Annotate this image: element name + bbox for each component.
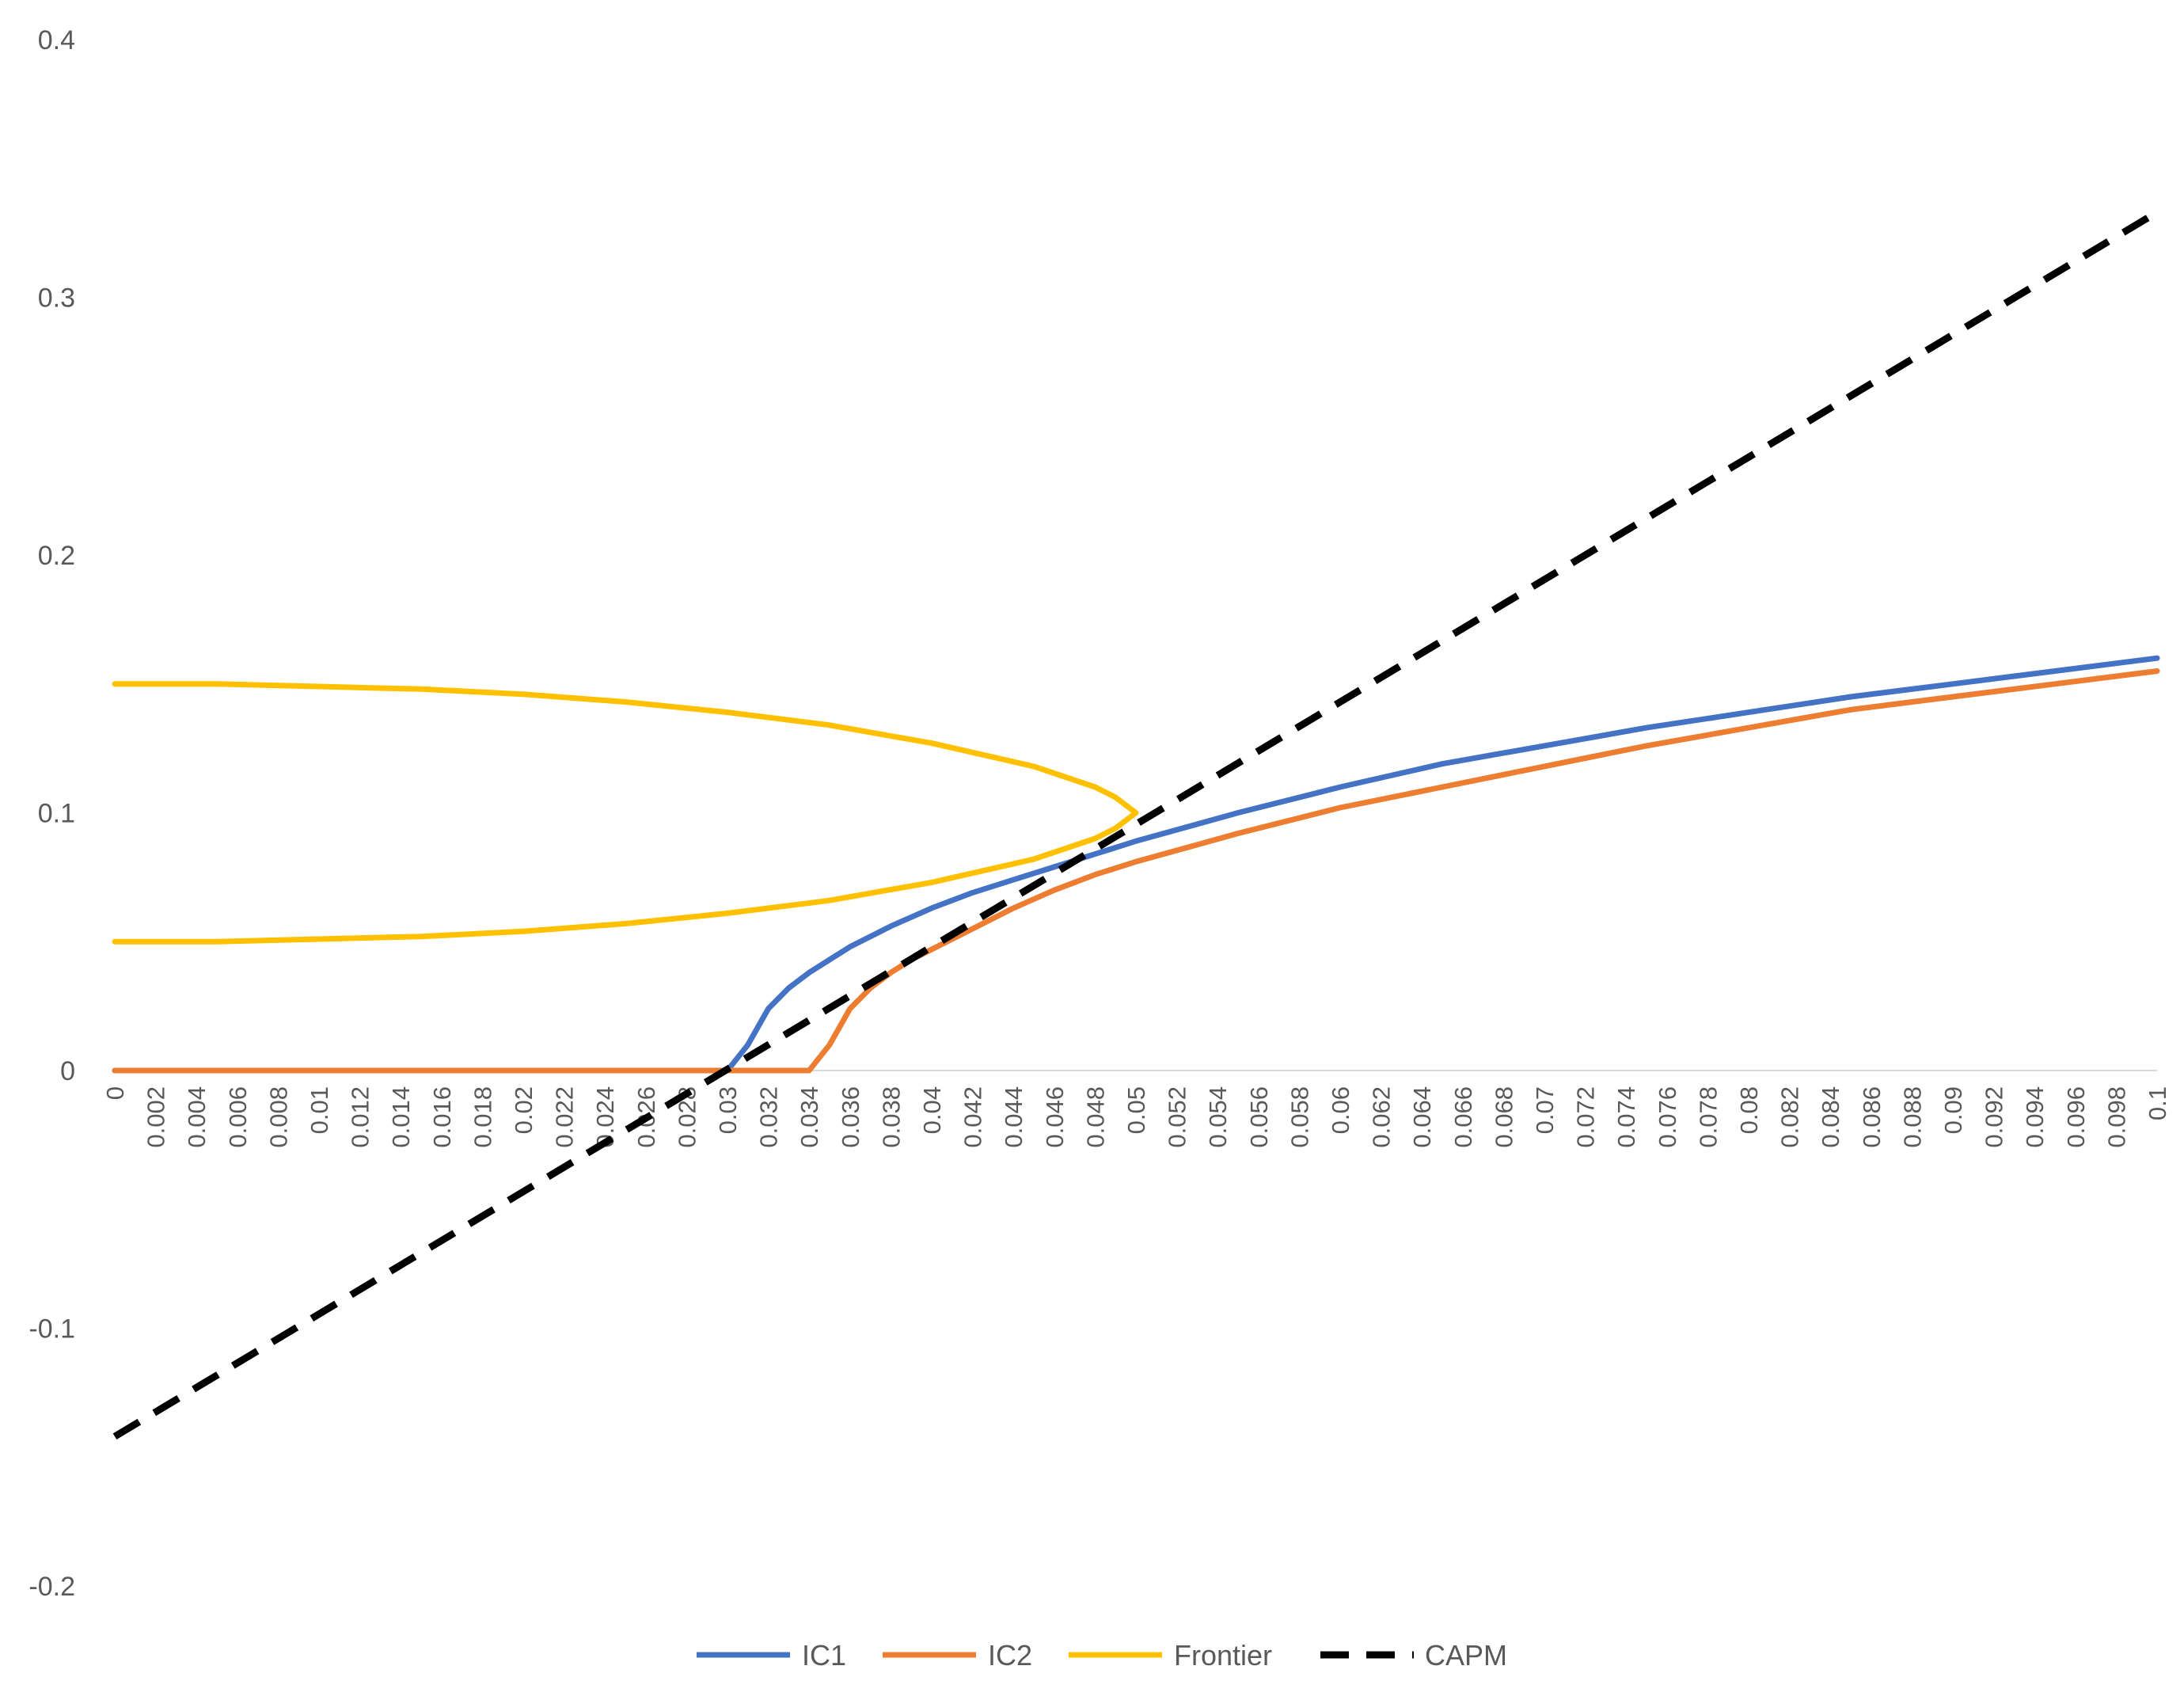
series-line-ic2: [112, 668, 2160, 1074]
x-tick-label: 0.024: [591, 1086, 619, 1148]
x-tick-label: 0.004: [183, 1086, 211, 1148]
x-tick-label: 0.066: [1449, 1086, 1477, 1148]
x-tick-label: 0.076: [1654, 1086, 1681, 1148]
x-tick-label: 0.048: [1081, 1086, 1109, 1148]
x-tick-label: 0.074: [1612, 1086, 1640, 1148]
x-tick-label: 0.012: [347, 1086, 374, 1148]
series-line-ic1: [112, 655, 2160, 1074]
x-tick-label: 0.032: [755, 1086, 783, 1148]
y-tick-label: -0.1: [28, 1314, 75, 1344]
x-tick-label: 0.008: [264, 1086, 292, 1148]
x-tick-label: 0.09: [1939, 1086, 1967, 1134]
plot-area: [112, 209, 2160, 1440]
x-tick-label: 0.064: [1408, 1086, 1436, 1148]
x-axis-tick-labels: 0 0.002 0.004 0.006 0.008 0.01 0.012 0.014 0.016…: [101, 1086, 2171, 1148]
x-tick-label: 0.02: [510, 1086, 537, 1134]
x-tick-label: 0.036: [837, 1086, 864, 1148]
x-tick-label: 0.04: [918, 1086, 946, 1134]
x-tick-label: 0.038: [877, 1086, 905, 1148]
x-tick-label: 0.07: [1531, 1086, 1559, 1134]
y-tick-label: 0.4: [38, 25, 75, 55]
x-tick-label: 0.068: [1490, 1086, 1517, 1148]
x-tick-label: 0.058: [1286, 1086, 1313, 1148]
x-tick-label: 0.034: [796, 1086, 823, 1148]
x-tick-label: 0.044: [1000, 1086, 1027, 1148]
x-tick-label: 0.046: [1041, 1086, 1069, 1148]
y-tick-label: 0.2: [38, 541, 75, 571]
x-tick-label: 0.08: [1735, 1086, 1763, 1134]
legend: IC1 IC2 Frontier CAPM: [697, 1639, 1507, 1671]
x-tick-label: 0.062: [1368, 1086, 1396, 1148]
x-tick-label: 0.03: [714, 1086, 742, 1134]
legend-label-capm: CAPM: [1425, 1639, 1507, 1671]
y-tick-label: 0: [60, 1056, 75, 1086]
x-tick-label: 0.078: [1694, 1086, 1722, 1148]
y-tick-label: -0.2: [28, 1572, 75, 1602]
x-tick-label: 0.092: [1981, 1086, 2008, 1148]
series-line-frontier: [112, 681, 1139, 945]
x-tick-label: 0.098: [2102, 1086, 2130, 1148]
x-tick-label: 0.01: [306, 1086, 333, 1134]
x-tick-label: 0.018: [469, 1086, 496, 1148]
legend-label-frontier: Frontier: [1174, 1639, 1272, 1671]
y-tick-label: 0.3: [38, 283, 75, 314]
x-tick-label: 0.05: [1122, 1086, 1150, 1134]
x-tick-label: 0.016: [428, 1086, 456, 1148]
x-tick-label: 0.088: [1898, 1086, 1926, 1148]
x-tick-label: 0.1: [2144, 1086, 2171, 1120]
x-tick-label: 0.054: [1204, 1086, 1232, 1148]
legend-label-ic2: IC2: [988, 1639, 1032, 1671]
x-tick-label: 0.052: [1164, 1086, 1191, 1148]
x-tick-label: 0.002: [142, 1086, 170, 1148]
x-tick-label: 0.042: [959, 1086, 987, 1148]
x-tick-label: 0.022: [551, 1086, 579, 1148]
x-tick-label: 0.086: [1858, 1086, 1886, 1148]
legend-label-ic1: IC1: [802, 1639, 846, 1671]
x-tick-label: 0.006: [224, 1086, 252, 1148]
x-tick-label: 0.082: [1776, 1086, 1804, 1148]
x-tick-label: 0.014: [387, 1086, 415, 1148]
y-tick-label: 0.1: [38, 799, 75, 829]
series-line-capm: [112, 209, 2159, 1440]
x-tick-label: 0.056: [1245, 1086, 1273, 1148]
x-tick-label: 0.06: [1327, 1086, 1354, 1134]
x-tick-label: 0.072: [1572, 1086, 1600, 1148]
x-tick-label: 0.094: [2021, 1086, 2049, 1148]
x-tick-label: 0.096: [2062, 1086, 2090, 1148]
y-axis-tick-labels: 0.4 0.3 0.2 0.1 0 -0.1 -0.2: [28, 25, 75, 1602]
x-tick-label: 0.084: [1817, 1086, 1844, 1148]
x-tick-label: 0: [101, 1086, 129, 1100]
